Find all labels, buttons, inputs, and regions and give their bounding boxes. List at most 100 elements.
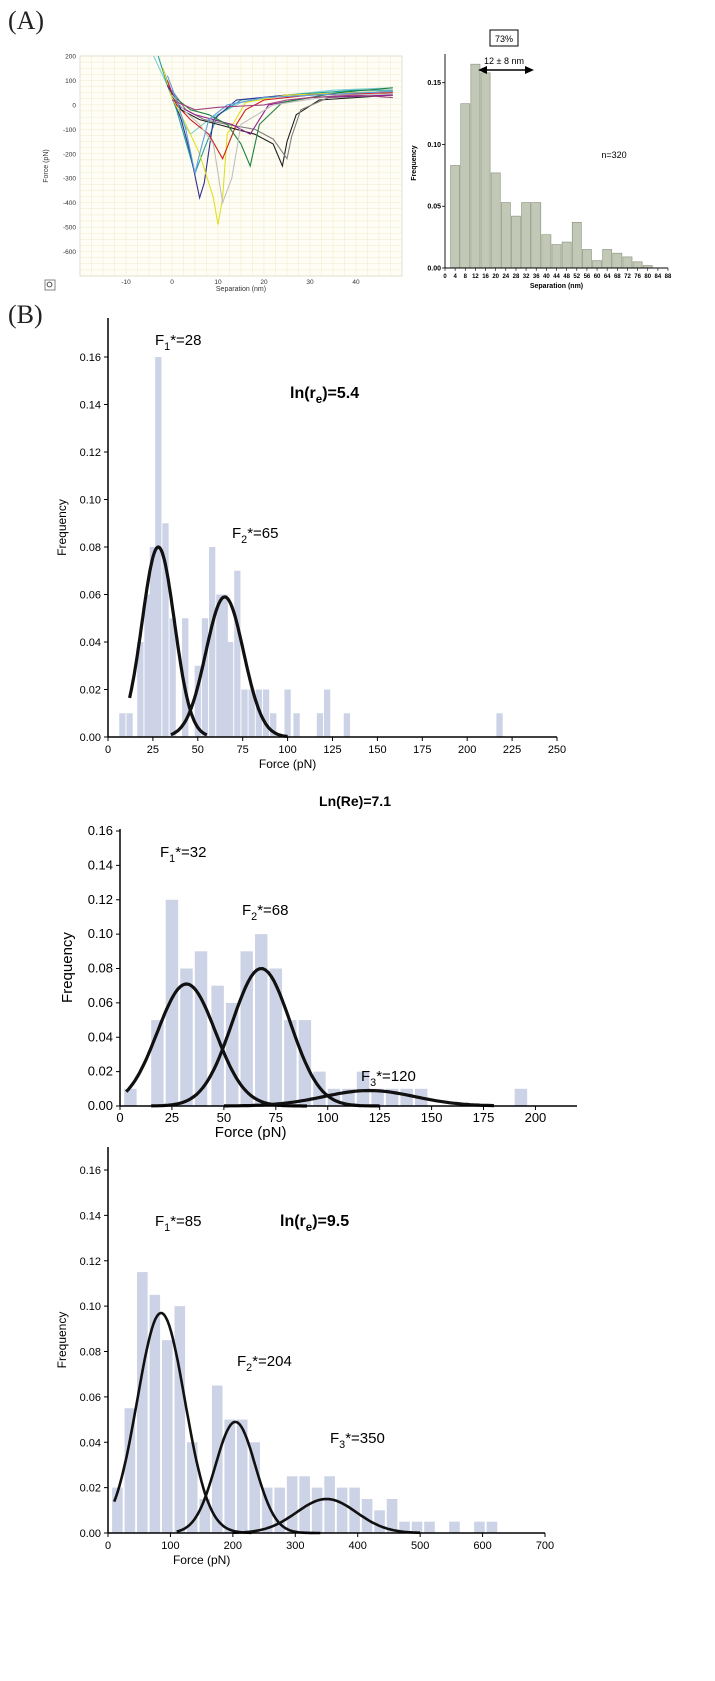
histogram-bar [255,934,268,1106]
separation-histogram-chart: 0.000.050.100.150 4 8 12 16 20 24 28 32 36 40 44 48 5… [411,29,672,290]
force-curve [162,68,393,225]
y-tick-label: 0.06 [80,1392,101,1404]
x-tick-label: 10 [214,279,222,286]
y-tick-label: 0.16 [88,823,113,838]
y-tick-label: 0.00 [80,1528,101,1540]
x-tick-label: 150 [421,1110,443,1125]
annotation-percent: 73% [495,34,513,44]
histogram-bar [269,968,283,1106]
histogram-bar [284,689,291,737]
x-tick-label: 20 [492,274,499,280]
histogram-bar [470,63,481,269]
x-tick-label: 100 [161,1540,179,1552]
x-tick-label: 50 [217,1110,231,1125]
histogram-bar [500,202,511,269]
x-tick-label: -10 [121,279,131,286]
x-tick-label: 200 [224,1540,242,1552]
x-tick-label: 32 [523,274,530,280]
gaussian-fit-curve [128,545,208,737]
x-tick-label: 175 [413,744,431,756]
y-tick-label: 0.15 [427,80,441,87]
x-tick-label: 200 [458,744,476,756]
range-arrow-head [478,66,487,74]
peak-label: F1*=28 [155,332,201,353]
x-tick-label: 40 [352,279,360,286]
x-axis-label: Separation (nm) [530,283,583,290]
y-tick-label: 200 [65,54,76,61]
histogram-bar [571,221,582,269]
y-tick-label: 0.04 [80,1437,101,1449]
x-tick-label: 8 [464,274,468,280]
force-curve [166,75,393,174]
y-tick-label: 100 [65,78,76,85]
x-tick-label: 48 [563,274,570,280]
histogram-bar [194,951,208,1106]
histogram-bar [236,1419,248,1533]
histogram-bar [514,1088,528,1106]
histogram-bar [316,713,324,737]
x-tick-label: 250 [548,744,566,756]
y-tick-label: -100 [63,127,76,134]
histogram-bar [149,1294,161,1533]
histogram-bar [336,1487,348,1533]
peak-label: F2*=204 [237,1353,292,1374]
zoom-icon-frame [44,279,56,291]
histogram-bar [592,260,602,269]
x-tick-label: 68 [614,274,621,280]
x-tick-label: 25 [165,1110,179,1125]
y-axis-label: Frequency [411,145,418,181]
x-tick-label: 80 [644,274,651,280]
histogram-bar [199,1498,211,1533]
histogram-bar [449,1521,460,1533]
histogram-bar [226,642,234,737]
x-tick-label: 0 [170,279,174,286]
y-axis-label: Frequency [59,932,76,1003]
y-tick-label: 0.06 [80,590,101,602]
histogram-bar [399,1521,410,1533]
histogram-bar [612,252,623,269]
x-tick-label: 100 [317,1110,339,1125]
histogram-bar [124,1408,136,1533]
gaussian-fit-curve [223,1088,494,1108]
panel-label-b: (B) [8,300,43,329]
x-tick-label: 125 [323,744,341,756]
y-tick-label: 0.04 [80,637,101,649]
y-tick-label: 0.12 [80,1256,101,1268]
histogram-bar [622,256,633,269]
histogram-bar [323,689,331,737]
histogram-bar [541,234,552,269]
histogram-bar [561,241,572,269]
peak-label: F1*=32 [160,844,206,865]
histogram-bar [324,1476,335,1533]
range-arrow-head [525,66,534,74]
y-tick-label: -500 [63,225,76,232]
gaussian-fit-curve [151,966,380,1108]
histogram-bar [182,618,189,737]
y-axis-label: Frequency [55,1312,69,1369]
histogram-bar [521,202,531,269]
histogram-bar [137,642,144,737]
y-tick-label: -200 [63,151,76,158]
x-tick-label: 150 [368,744,386,756]
histogram-bar [270,713,277,737]
x-tick-label: 300 [286,1540,304,1552]
peak-label: F2*=65 [232,525,278,546]
histogram-bar [496,713,503,737]
x-tick-label: 500 [411,1540,429,1552]
histogram-bar [261,1487,273,1533]
annotation-box [489,29,519,47]
x-tick-label: 75 [269,1110,283,1125]
y-tick-label: 0.00 [427,266,441,273]
histogram-bar [274,1487,285,1533]
x-tick-label: 56 [584,274,591,280]
x-tick-label: 44 [553,274,560,280]
histogram-bar [224,1419,236,1533]
x-tick-label: 40 [543,274,550,280]
histogram-bar [602,249,613,269]
peak-label: F2*=68 [242,902,288,923]
x-tick-label: 12 [472,274,479,280]
y-tick-label: 0.00 [88,1098,113,1113]
y-tick-label: 0.10 [88,926,113,941]
histogram-bar [356,1071,370,1106]
